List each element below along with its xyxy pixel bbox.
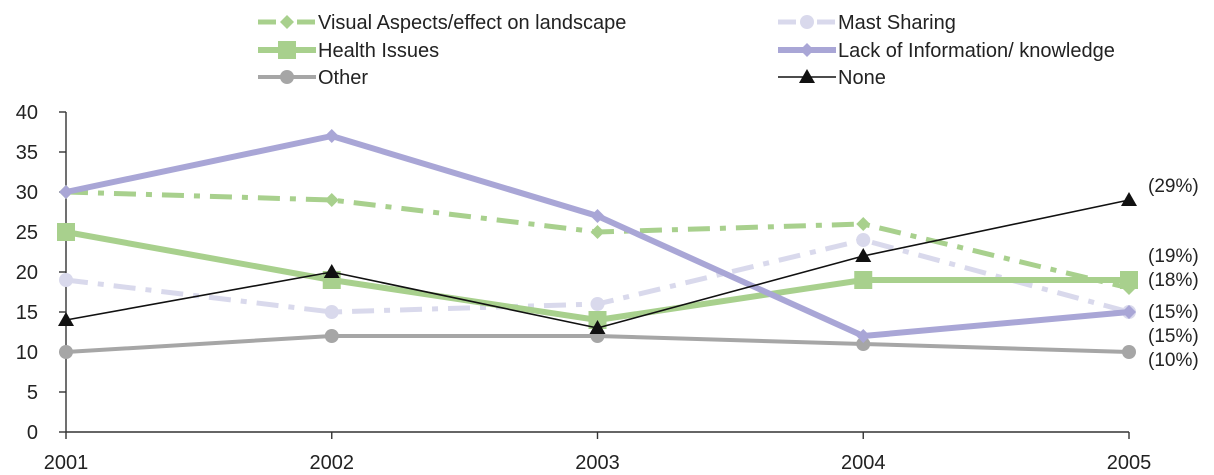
data-point (324, 305, 339, 319)
data-point (324, 193, 339, 207)
data-point (1120, 271, 1138, 289)
data-point (58, 312, 74, 326)
data-point (1121, 192, 1137, 206)
y-tick-label: 15 (16, 302, 38, 324)
end-value-label: (10%) (1148, 350, 1199, 371)
data-point (324, 129, 339, 143)
data-point (856, 337, 871, 351)
series-other (59, 329, 1136, 359)
data-point (854, 271, 873, 289)
data-point (324, 329, 339, 343)
data-point (1122, 345, 1136, 359)
series-lack-of-information-knowledge (59, 129, 1136, 343)
data-point (1122, 305, 1136, 319)
data-point (589, 320, 606, 334)
legend-label: Visual Aspects/effect on landscape (318, 12, 626, 34)
legend-label: Other (318, 67, 368, 89)
x-tick-label: 2003 (575, 452, 620, 474)
legend-item: Lack of Information/ knowledge (778, 40, 1115, 62)
legend-marker (278, 41, 296, 59)
data-point (855, 248, 872, 262)
end-labels: (29%) (19%) (18%) (15%) (15%) (10%) (1148, 176, 1199, 371)
legend-item: Mast Sharing (778, 12, 956, 34)
series-layer (57, 129, 1138, 359)
series-none (58, 192, 1137, 334)
legend-label: Mast Sharing (838, 12, 956, 34)
data-point (856, 217, 871, 231)
series-line (65, 189, 1130, 291)
series-mast-sharing (59, 233, 1136, 319)
x-tick-label: 2005 (1107, 452, 1152, 474)
y-tick-label: 30 (16, 182, 38, 204)
data-point (590, 297, 605, 311)
y-tick-label: 5 (27, 382, 38, 404)
y-tick-label: 10 (16, 342, 38, 364)
end-value-label: (19%) (1148, 246, 1199, 267)
y-tick-label: 25 (16, 222, 38, 244)
legend-item: Health Issues (258, 40, 439, 62)
data-point (59, 185, 73, 199)
data-point (590, 225, 605, 239)
legend-marker (280, 15, 294, 29)
data-point (59, 345, 73, 359)
legend-marker (800, 15, 814, 29)
data-point (856, 233, 871, 247)
legend-label: Lack of Information/ knowledge (838, 40, 1115, 62)
data-point (59, 273, 73, 287)
legend-marker (799, 69, 815, 83)
end-value-label: (15%) (1148, 326, 1199, 347)
data-point (57, 223, 75, 241)
data-point (323, 264, 340, 278)
axes: 0 5 10 15 20 25 30 35 40 2001 2002 2003 2004 2005 (16, 102, 1152, 474)
data-point (856, 329, 871, 343)
end-value-label: (29%) (1148, 176, 1199, 197)
y-tick-label: 40 (16, 102, 38, 124)
legend-marker (800, 43, 814, 57)
x-tick-label: 2002 (310, 452, 355, 474)
legend-item: None (778, 67, 886, 89)
legend-item: Visual Aspects/effect on landscape (258, 12, 626, 34)
y-tick-label: 20 (16, 262, 38, 284)
legend: Visual Aspects/effect on landscape Mast S… (258, 12, 1115, 89)
end-value-label: (18%) (1148, 270, 1199, 291)
end-value-label: (15%) (1148, 302, 1199, 323)
legend-label: Health Issues (318, 40, 439, 62)
y-tick-label: 0 (27, 422, 38, 444)
legend-label: None (838, 67, 886, 89)
legend-marker (280, 70, 294, 84)
data-point (590, 209, 605, 223)
x-tick-label: 2001 (44, 452, 89, 474)
y-tick-label: 35 (16, 142, 38, 164)
legend-item: Other (258, 67, 368, 89)
x-tick-label: 2004 (841, 452, 886, 474)
